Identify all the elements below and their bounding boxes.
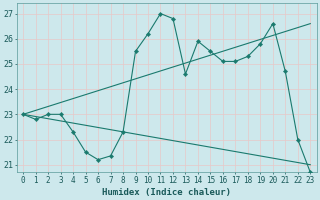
- X-axis label: Humidex (Indice chaleur): Humidex (Indice chaleur): [102, 188, 231, 197]
